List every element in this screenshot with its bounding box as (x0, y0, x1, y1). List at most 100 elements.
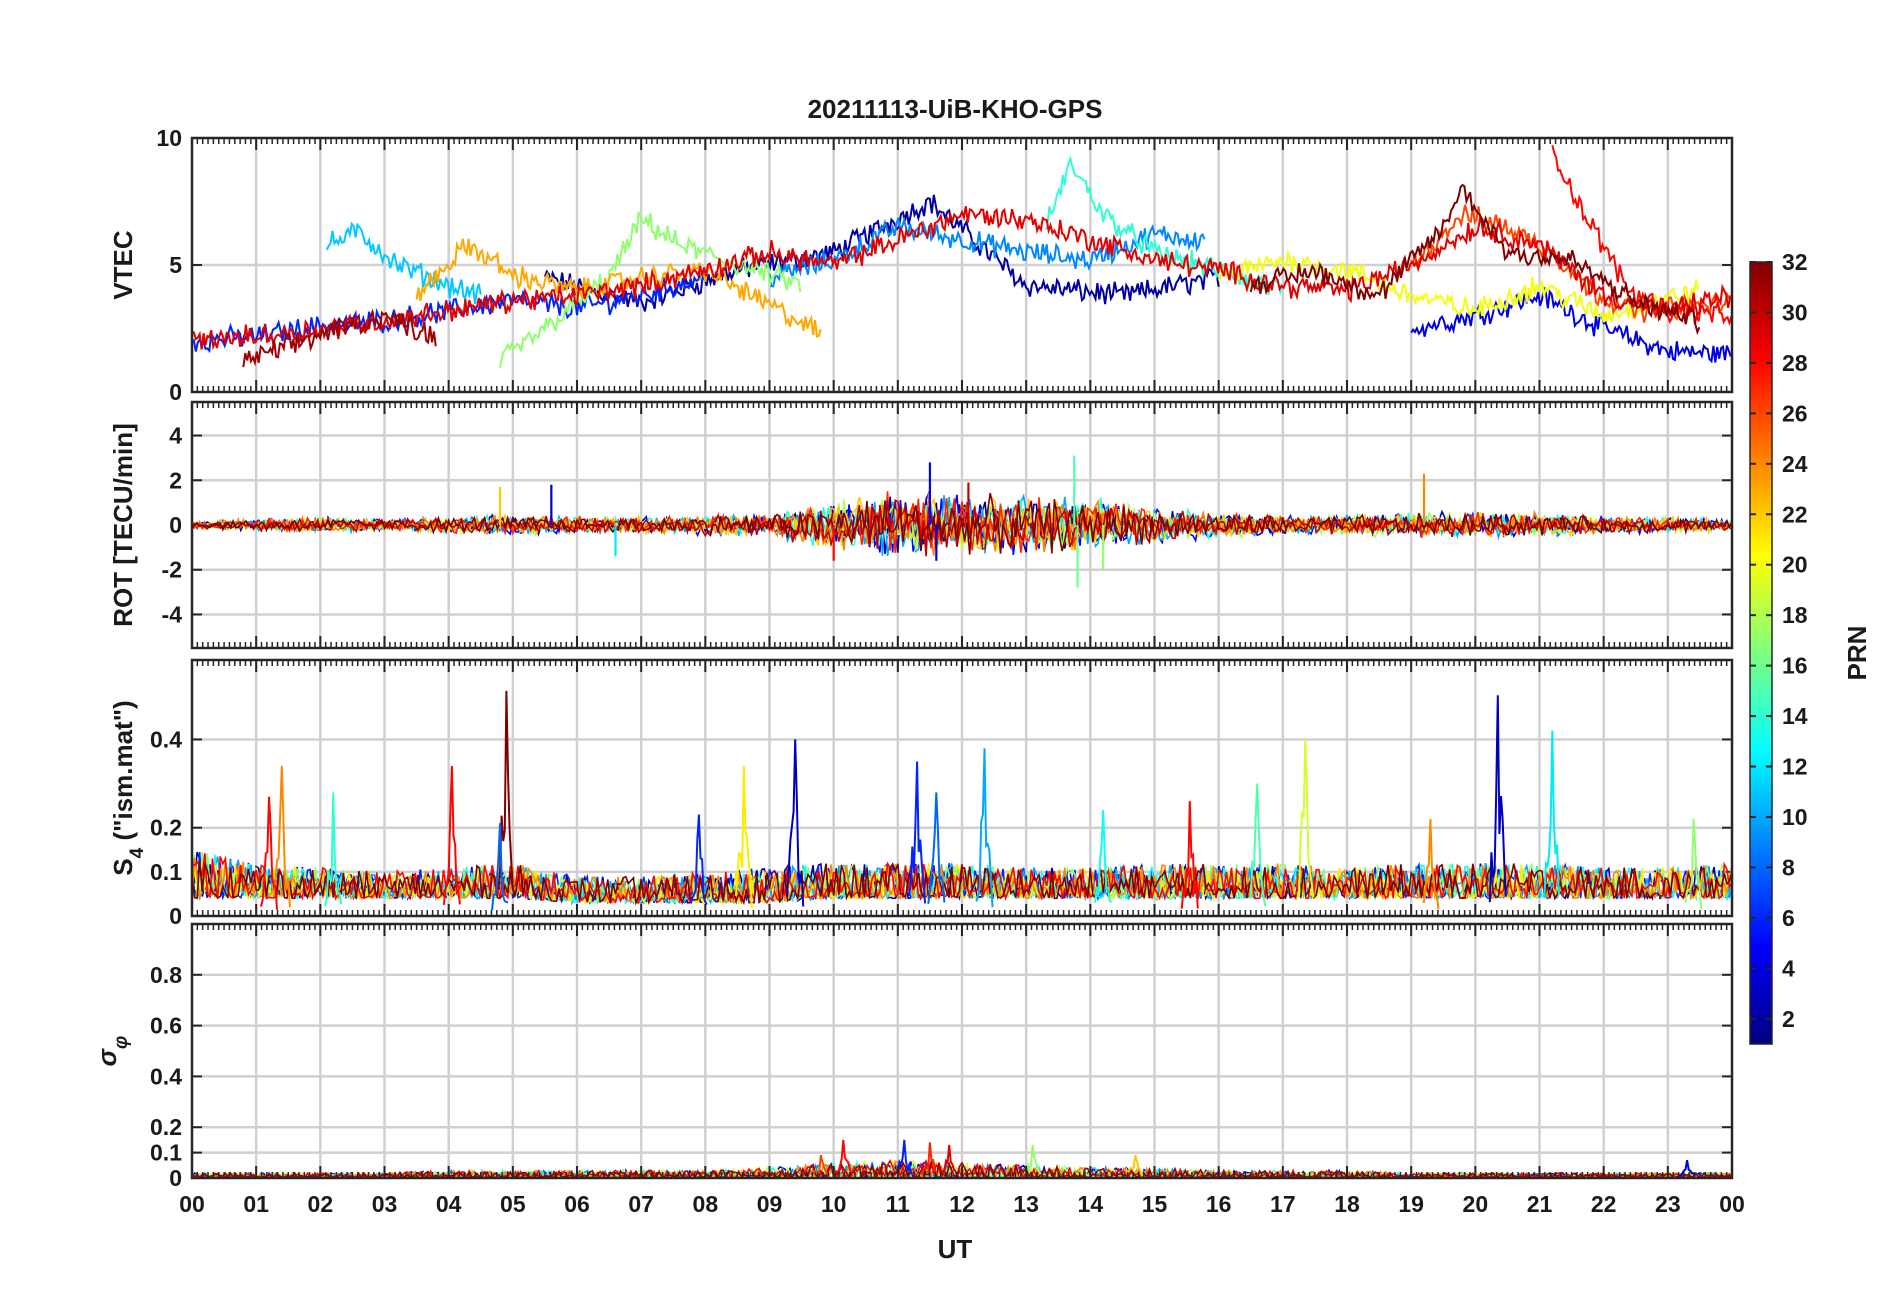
y-tick-label: 0.2 (150, 815, 182, 841)
panel-rot: -4 -2 0 2 4 ROT [TECU/min] (108, 400, 1734, 650)
vtec-series-prn-11 (325, 221, 482, 304)
sigma-spike (1678, 1160, 1696, 1177)
s4-spike (786, 739, 805, 907)
x-tick-label: 15 (1142, 1191, 1168, 1217)
colorbar-tick-label: 28 (1782, 350, 1808, 376)
colorbar-tick-label: 14 (1782, 703, 1808, 729)
colorbar-tick-label: 8 (1782, 854, 1795, 880)
s4-spike (442, 765, 461, 906)
colorbar-tick-label: 16 (1782, 653, 1808, 679)
sigma-spike (1023, 1144, 1042, 1175)
x-tick-label: 21 (1527, 1191, 1553, 1217)
y-tick-label: -4 (162, 601, 183, 627)
y-tick-label: 0.1 (150, 1140, 182, 1166)
x-tick-label: 12 (949, 1191, 975, 1217)
y-tick-label: 0.4 (150, 1063, 182, 1089)
y-tick-label: 2 (169, 467, 182, 493)
s4-spike (734, 765, 753, 909)
vtec-series-prn-28 (1551, 145, 1732, 327)
x-tick-label: 03 (372, 1191, 398, 1217)
x-tick-label: 10 (821, 1191, 847, 1217)
y-tick-label: 10 (156, 125, 182, 151)
colorbar-tick-label: 2 (1782, 1006, 1795, 1032)
sigma-spike (834, 1139, 853, 1175)
vtec-series-prn-29 (192, 206, 1732, 351)
series-group-rot (192, 455, 1732, 588)
colorbar-gradient (1749, 261, 1773, 1045)
colorbar-tick-label: 26 (1782, 400, 1808, 426)
x-tick-label: 20 (1463, 1191, 1489, 1217)
s4-spike (1248, 783, 1267, 907)
x-tick-label: 23 (1655, 1191, 1681, 1217)
sigma-spike (1126, 1154, 1144, 1177)
colorbar-tick-label: 20 (1782, 552, 1808, 578)
s4-spike (1094, 810, 1112, 903)
s4-spike (689, 814, 708, 906)
s4-spike (927, 792, 946, 905)
s4-series-prn-32 (192, 861, 1732, 906)
x-tick-label: 22 (1591, 1191, 1617, 1217)
series-group-vtec (192, 145, 1732, 369)
y-tick-label: 0 (169, 512, 182, 538)
s4-spike (1296, 739, 1315, 899)
x-tick-label: 05 (500, 1191, 526, 1217)
chart-title: 20211113-UiB-KHO-GPS (808, 94, 1103, 124)
colorbar-tick-label: 10 (1782, 804, 1808, 830)
y-tick-label: 0 (169, 379, 182, 405)
x-tick-label: 07 (628, 1191, 654, 1217)
sigma-spike (920, 1142, 939, 1175)
sigma-spike (940, 1144, 959, 1176)
colorbar-tick-label: 6 (1782, 905, 1795, 931)
y-tick-label: 0 (169, 903, 182, 929)
x-tick-label: 06 (564, 1191, 590, 1217)
colorbar-tick-label: 32 (1782, 249, 1808, 275)
s4-spike (324, 792, 343, 907)
y-axis-label-sigma: σφ (92, 1036, 132, 1067)
y-tick-label: 0.2 (150, 1114, 182, 1140)
x-tick-label: 11 (886, 1191, 911, 1217)
s4-spike (908, 761, 927, 904)
y-tick-label: 0.6 (150, 1013, 182, 1039)
y-axis-label-vtec: VTEC (108, 230, 138, 300)
y-tick-label: 0.4 (150, 726, 182, 752)
colorbar-tick-label: 4 (1782, 955, 1795, 981)
colorbar-tick-label: 30 (1782, 299, 1808, 325)
x-tick-label: 17 (1270, 1191, 1296, 1217)
rot-series-prn-32 (192, 492, 1732, 555)
vtec-series-prn-31 (242, 308, 437, 368)
x-tick-label: 19 (1398, 1191, 1424, 1217)
s4-spike (272, 765, 291, 908)
s4-spike (260, 796, 278, 910)
y-axis-label-rot: ROT [TECU/min] (108, 423, 138, 627)
y-tick-label: 4 (169, 423, 182, 449)
vtec-series-prn-23 (415, 238, 822, 338)
rot-series-prn-22 (192, 496, 1732, 551)
colorbar-label: PRN (1842, 626, 1872, 681)
vtec-series-prn-17 (499, 211, 802, 369)
x-tick-label: 01 (243, 1191, 269, 1217)
y-tick-label: 0 (169, 1165, 182, 1191)
sigma-spike (811, 1154, 830, 1177)
colorbar-tick-label: 18 (1782, 602, 1808, 628)
x-tick-label: 09 (757, 1191, 783, 1217)
x-axis-label: UT (938, 1234, 973, 1264)
vtec-series-prn-9 (768, 216, 1206, 288)
s4-spike (1180, 801, 1199, 909)
x-tick-label: 08 (693, 1191, 719, 1217)
y-tick-label: -2 (162, 557, 182, 583)
colorbar-tick-label: 24 (1782, 451, 1808, 477)
x-tick-label: 18 (1334, 1191, 1360, 1217)
x-tick-label: 13 (1013, 1191, 1039, 1217)
x-tick-label: 14 (1078, 1191, 1104, 1217)
x-tick-label: 00 (179, 1191, 205, 1217)
y-tick-label: 0.1 (150, 859, 182, 885)
s4-spike (1422, 818, 1440, 910)
s4-series-prn-21 (192, 862, 1732, 906)
series-group-s4 (192, 690, 1732, 911)
s4-spike (1684, 818, 1703, 910)
colorbar-tick-label: 22 (1782, 501, 1808, 527)
s4-spike (491, 823, 509, 911)
